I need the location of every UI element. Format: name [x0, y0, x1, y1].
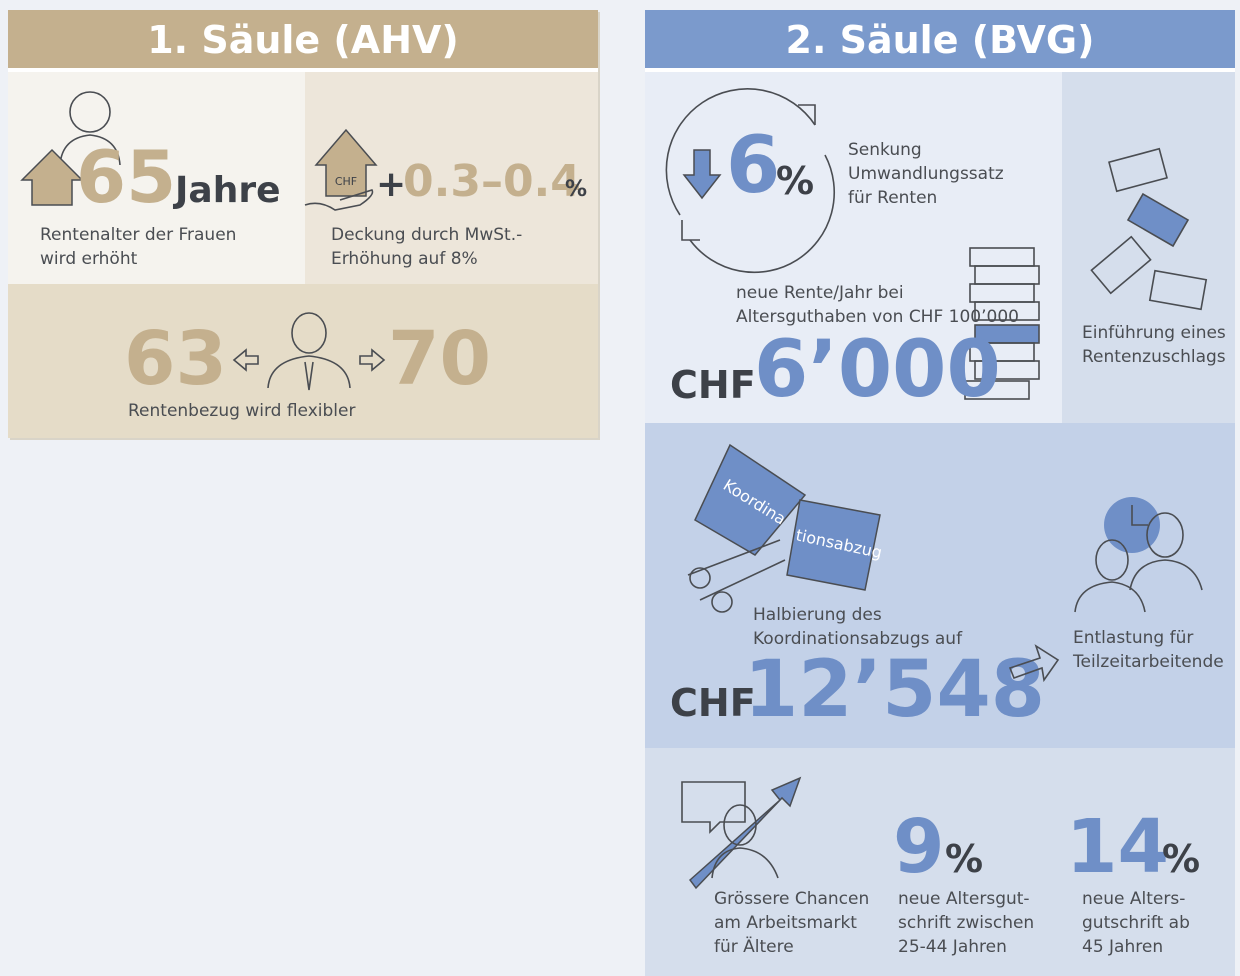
caption: Einführung eines	[1082, 323, 1226, 343]
flex-max: 70	[388, 316, 491, 402]
bvg-title: 2. Säule (BVG)	[786, 18, 1095, 62]
credit-number: 14	[1066, 804, 1169, 890]
credit-unit: %	[945, 837, 983, 881]
caption: für Ältere	[714, 936, 794, 957]
caption: Umwandlungssatz	[848, 164, 1004, 184]
bvg-panel-part	[1062, 72, 1235, 423]
ahv-title: 1. Säule (AHV)	[147, 18, 459, 62]
rate-number: 6	[726, 121, 780, 211]
caption: 45 Jahren	[1082, 937, 1163, 957]
credit-number: 9	[893, 804, 945, 890]
caption: Entlastung für	[1073, 628, 1193, 648]
caption: für Renten	[848, 188, 937, 208]
age-unit: Jahre	[172, 170, 281, 211]
caption: 25-44 Jahren	[898, 937, 1007, 957]
credit-unit: %	[1162, 837, 1200, 881]
vat-unit: %	[565, 177, 587, 202]
caption: Teilzeitarbeitende	[1072, 652, 1224, 672]
caption: neue Alters-	[1082, 889, 1185, 909]
currency: CHF	[670, 681, 756, 725]
caption: neue Altersgut-	[898, 889, 1030, 909]
body: 1. Säule (AHV) 65 Jahre Rentenalter der …	[0, 0, 1240, 976]
infographic: 1. Säule (AHV) 65 Jahre Rentenalter der …	[0, 0, 1240, 976]
flex-min: 63	[124, 316, 227, 402]
page: {"ahv": {"title": "1. Säule (AHV)", "age…	[0, 0, 1240, 976]
vat-number: 0.3–0.4	[403, 156, 581, 207]
caption: Rentenalter der Frauen	[40, 225, 236, 245]
ahv-panel-part	[8, 68, 598, 72]
caption: Halbierung des	[753, 605, 882, 625]
caption: am Arbeitsmarkt	[714, 913, 857, 933]
caption: schrift zwischen	[898, 913, 1034, 933]
caption: Erhöhung auf 8%	[331, 249, 478, 269]
caption: wird erhöht	[40, 249, 138, 269]
deduction-number: 12’548	[744, 645, 1045, 735]
bvg-panel-part	[645, 68, 1235, 72]
age-number: 65	[76, 135, 176, 219]
caption: Deckung durch MwSt.-	[331, 225, 522, 245]
caption: Rentenzuschlags	[1082, 347, 1226, 367]
icon-label: CHF	[335, 175, 357, 188]
caption: neue Rente/Jahr bei	[736, 283, 904, 303]
vat-sign: +	[376, 164, 406, 205]
caption: Grössere Chancen	[714, 889, 869, 909]
caption: Altersguthaben von CHF 100’000	[736, 307, 1019, 327]
pension-number: 6’000	[754, 325, 1001, 415]
caption: Senkung	[848, 140, 922, 160]
caption: Rentenbezug wird flexibler	[128, 401, 355, 421]
currency: CHF	[670, 363, 756, 407]
rate-unit: %	[776, 159, 814, 203]
caption: gutschrift ab	[1082, 913, 1190, 933]
